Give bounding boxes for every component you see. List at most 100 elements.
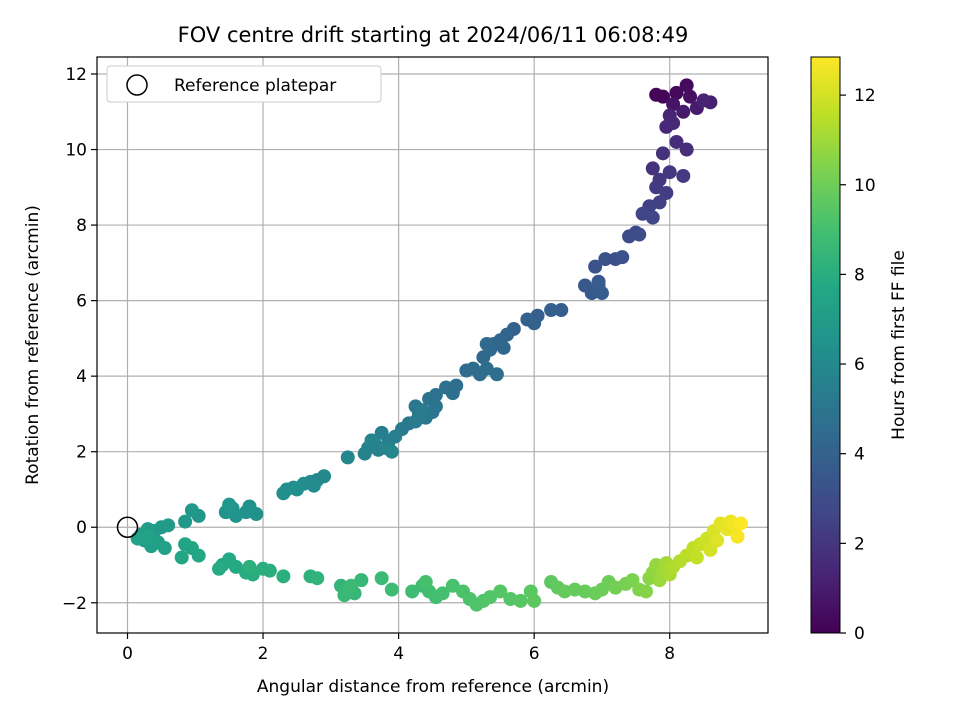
data-point	[527, 593, 542, 608]
x-axis-ticks: 0 2 4 6 8	[122, 633, 675, 664]
data-point	[357, 446, 372, 461]
data-point	[730, 529, 745, 544]
y-tick-label: 6	[76, 292, 87, 312]
colorbar-tick-label: 4	[854, 445, 865, 465]
data-point	[445, 578, 460, 593]
data-point	[676, 168, 691, 183]
data-point	[459, 363, 474, 378]
data-point	[679, 78, 694, 93]
colorbar: 0 2 4 6 8 10 12 Hours from first FF file	[810, 56, 909, 644]
chart-title: FOV centre drift starting at 2024/06/11 …	[178, 23, 689, 47]
data-point	[178, 514, 193, 529]
data-point	[527, 316, 542, 331]
data-point	[639, 584, 653, 599]
x-tick-label: 8	[664, 644, 675, 664]
data-point	[384, 582, 399, 597]
y-axis-label: Rotation from reference (arcmin)	[23, 205, 43, 485]
colorbar-tick-label: 10	[854, 176, 876, 196]
data-point	[415, 403, 430, 418]
data-point	[354, 573, 369, 588]
data-point	[374, 425, 389, 440]
legend: Reference platepar	[106, 65, 382, 103]
data-point	[344, 578, 359, 593]
data-point	[493, 584, 508, 599]
legend-marker-reference	[126, 74, 148, 96]
data-point	[645, 210, 660, 225]
data-point	[598, 252, 613, 267]
data-point	[632, 227, 647, 242]
data-point	[683, 89, 698, 104]
plot-frame	[96, 56, 769, 634]
colorbar-ticks: 0 2 4 6 8 10 12	[840, 86, 876, 644]
colorbar-tick-label: 2	[854, 534, 865, 554]
data-point	[588, 259, 603, 274]
data-point	[405, 584, 420, 599]
reference-platepar-marker	[116, 516, 139, 538]
x-tick-label: 2	[258, 644, 269, 664]
data-point	[408, 414, 423, 429]
reference-marker	[116, 516, 139, 538]
data-point	[676, 104, 691, 119]
legend-label-reference: Reference platepar	[174, 76, 336, 96]
data-point	[276, 569, 291, 584]
data-point	[645, 161, 660, 176]
colorbar-label: Hours from first FF file	[889, 250, 909, 440]
data-point	[184, 503, 199, 518]
y-tick-label: 8	[76, 216, 87, 236]
data-point	[174, 550, 189, 565]
data-point	[489, 367, 504, 382]
data-point	[310, 571, 325, 586]
y-tick-label: 12	[65, 65, 87, 85]
data-point	[228, 559, 243, 574]
data-point	[439, 380, 454, 395]
y-tick-label: 2	[76, 443, 87, 463]
colorbar-tick-label: 0	[854, 624, 865, 644]
data-point	[662, 165, 677, 180]
data-point	[615, 250, 630, 265]
data-point	[418, 575, 433, 590]
data-point	[479, 361, 494, 376]
colorbar-tick-label: 6	[854, 355, 865, 375]
data-point	[364, 433, 379, 448]
x-axis-label: Angular distance from reference (arcmin)	[257, 677, 609, 697]
data-point	[710, 533, 725, 548]
data-point	[157, 541, 172, 556]
data-point	[262, 563, 277, 578]
data-point	[733, 516, 748, 531]
data-point	[666, 97, 681, 112]
data-point	[191, 548, 206, 563]
data-points	[130, 78, 748, 612]
colorbar-tick-label: 8	[854, 265, 865, 285]
y-tick-label: 10	[65, 141, 87, 161]
data-point	[655, 89, 670, 104]
data-point	[666, 116, 681, 131]
data-point	[689, 550, 704, 565]
y-axis-ticks: −2 0 2 4 6 8 10 12	[62, 65, 97, 614]
data-point	[679, 142, 694, 157]
data-point	[513, 593, 528, 608]
data-point	[669, 85, 684, 100]
data-point	[384, 444, 399, 459]
data-point	[374, 571, 389, 586]
data-point	[276, 486, 291, 501]
data-point	[140, 529, 155, 544]
data-point	[591, 278, 606, 293]
y-tick-label: 0	[76, 518, 87, 538]
data-point	[435, 586, 450, 601]
data-point	[669, 134, 684, 149]
y-tick-label: 4	[76, 367, 87, 387]
legend-box	[106, 65, 382, 103]
data-point	[479, 337, 494, 352]
data-point	[289, 482, 304, 497]
data-point	[212, 561, 226, 576]
data-point	[340, 450, 355, 465]
data-point	[544, 303, 559, 318]
data-point	[554, 303, 569, 318]
data-point	[649, 180, 664, 195]
colorbar-tick-label: 12	[854, 86, 876, 106]
data-point	[222, 497, 237, 512]
y-tick-label: −2	[62, 594, 87, 614]
x-tick-label: 4	[393, 644, 404, 664]
data-point	[496, 340, 511, 355]
